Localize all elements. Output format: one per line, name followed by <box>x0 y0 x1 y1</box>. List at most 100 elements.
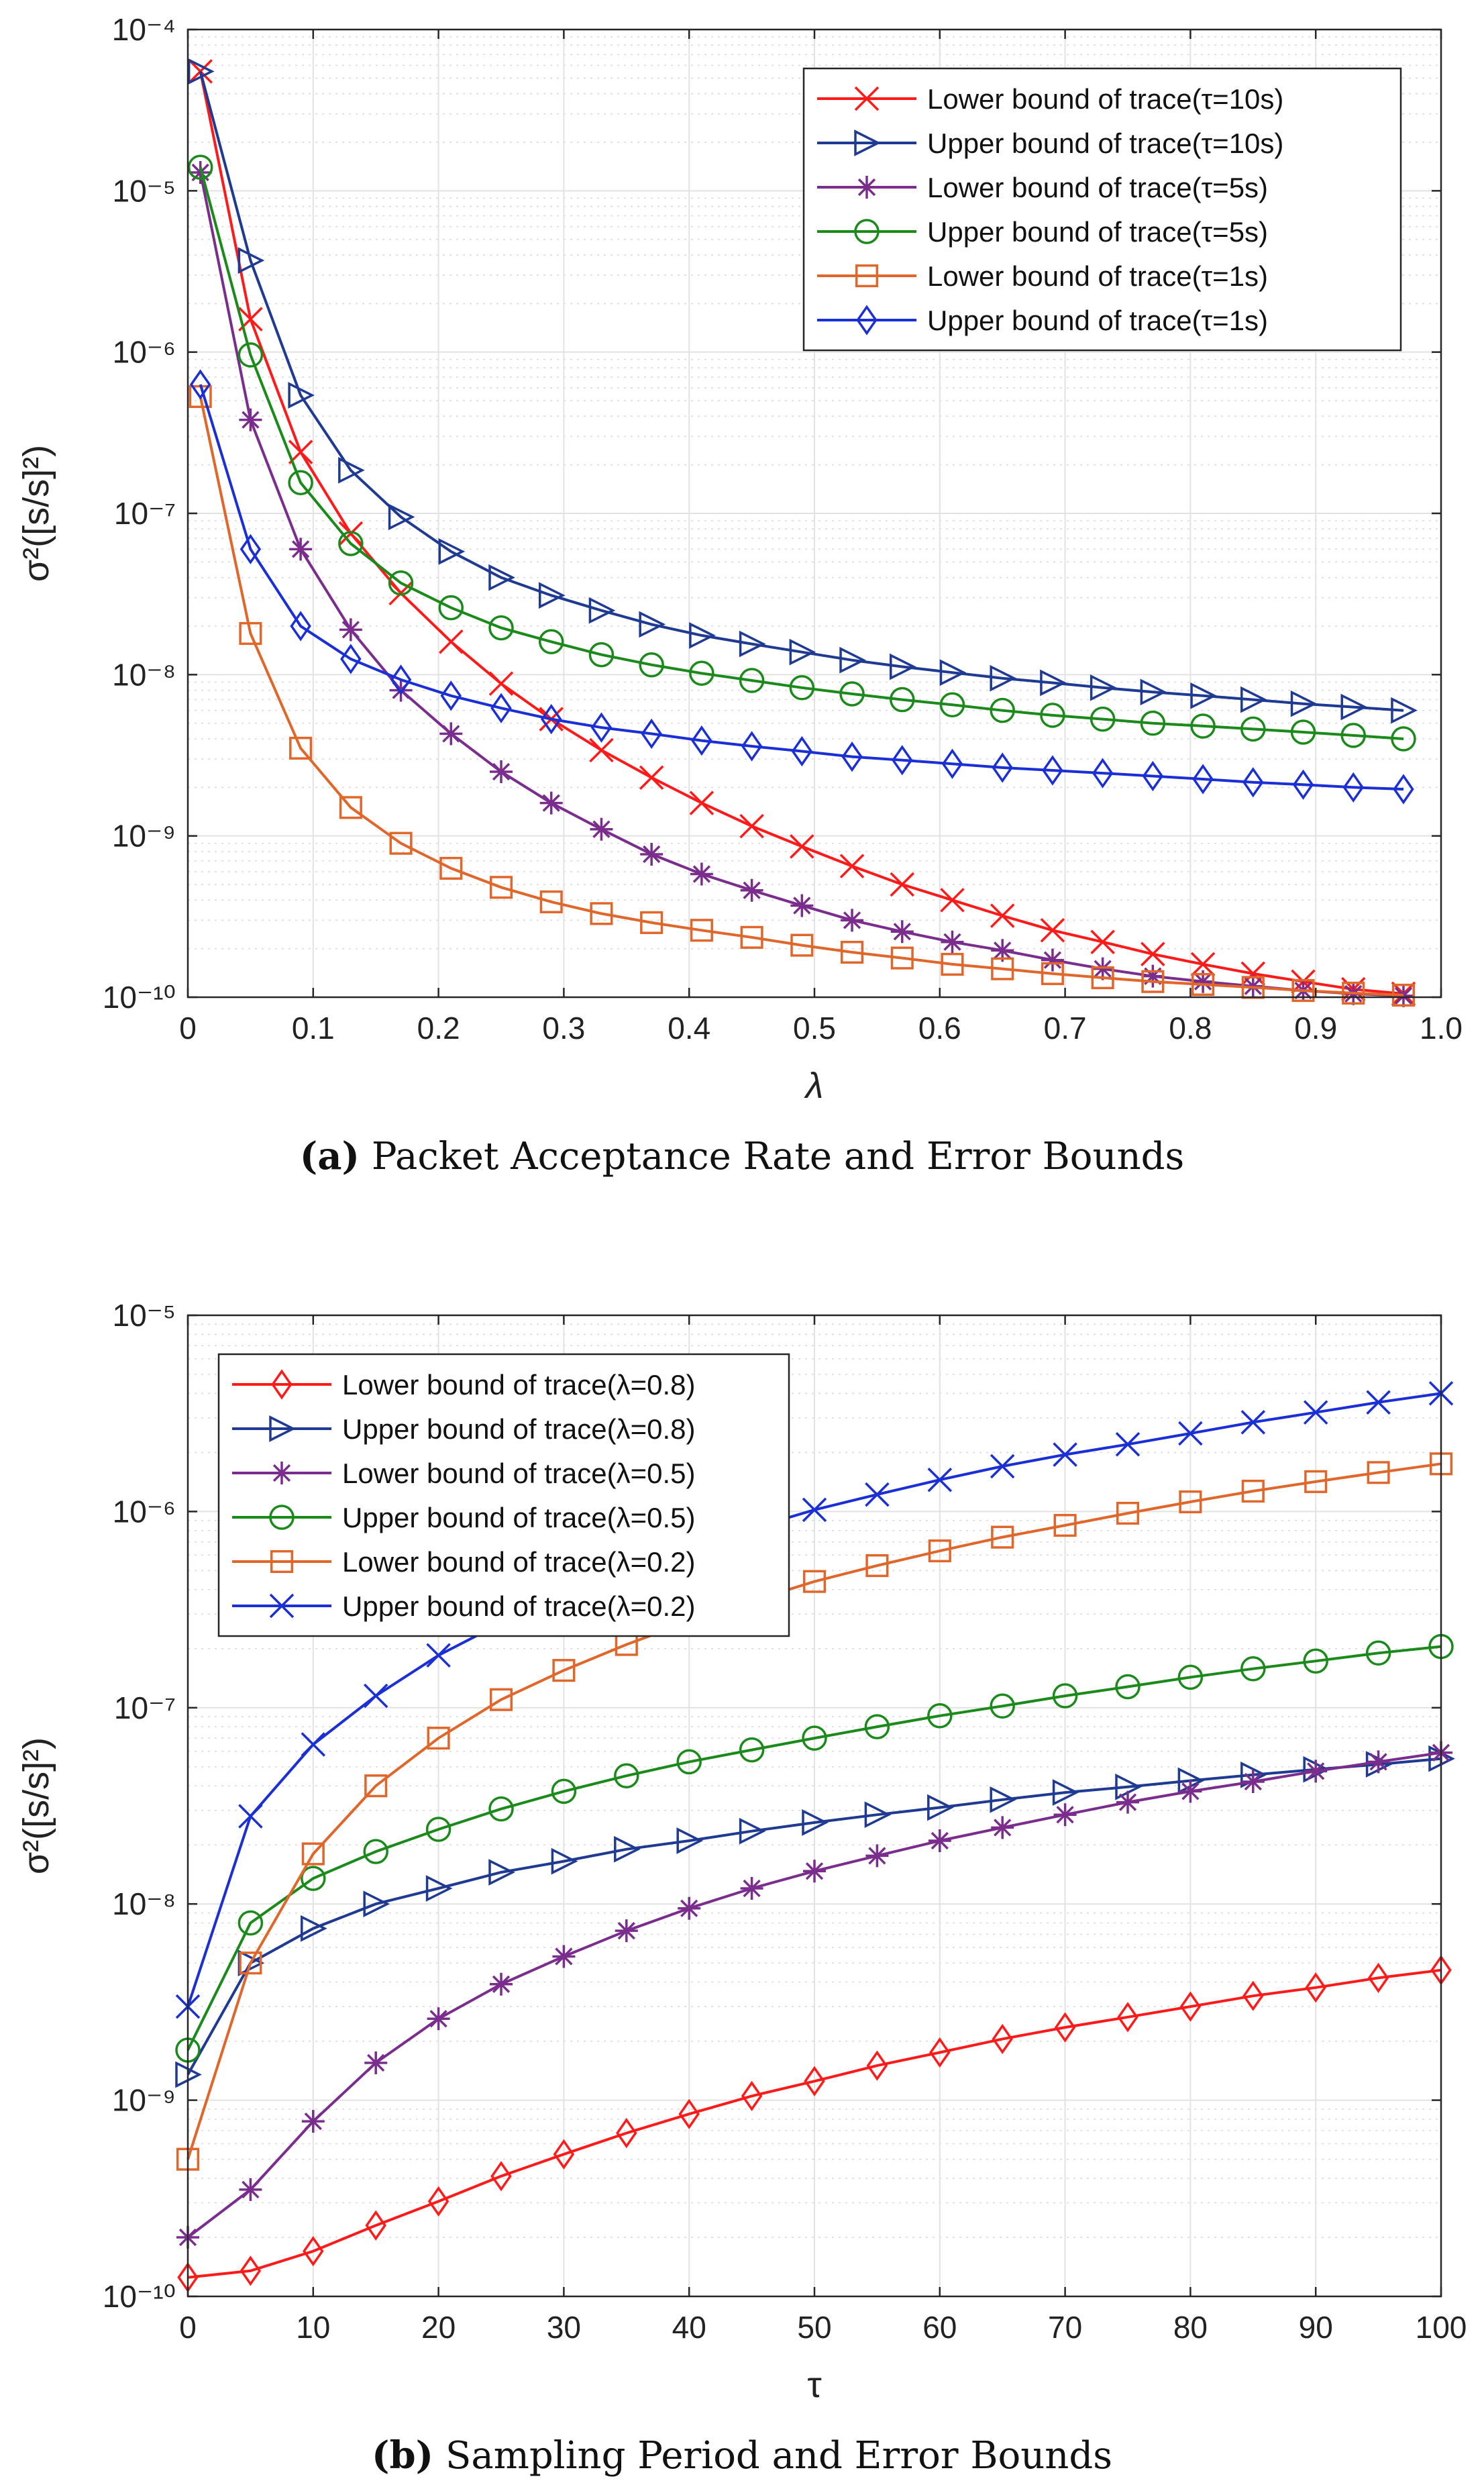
data-point-b-1-7 <box>614 1835 641 1863</box>
data-point-a-4-19 <box>1141 970 1165 993</box>
data-point-b-0-6 <box>553 2139 575 2170</box>
x-tick-label-a: 0.1 <box>292 1011 335 1046</box>
y-tick-label-b: 10⁻⁷ <box>114 1690 176 1725</box>
x-tick-label-b: 100 <box>1416 2310 1467 2345</box>
data-point-a-4-15 <box>941 952 964 976</box>
legend-label-b-2: Lower bound of trace(λ=0.5) <box>342 1458 695 1489</box>
data-point-a-0-9 <box>639 765 664 790</box>
x-tick-label-a: 0.2 <box>417 1011 460 1046</box>
y-tick-label-a: 10⁻⁷ <box>114 496 176 531</box>
data-point-a-4-13 <box>840 940 864 964</box>
data-point-a-1-9 <box>639 611 666 638</box>
data-point-b-4-11 <box>865 1554 889 1578</box>
data-point-a-1-11 <box>739 630 766 658</box>
data-point-b-5-11 <box>865 1482 890 1507</box>
legend-marker-b-3 <box>269 1505 295 1530</box>
data-point-b-1-14 <box>1052 1779 1079 1806</box>
data-point-a-3-12 <box>789 675 815 701</box>
data-point-b-3-19 <box>1365 1640 1391 1666</box>
x-tick-label-b: 90 <box>1299 2310 1333 2345</box>
data-point-a-3-6 <box>488 615 514 641</box>
data-point-a-2-17 <box>1041 948 1064 972</box>
data-point-a-4-10 <box>690 919 713 942</box>
x-axis-title-a: λ <box>804 1066 824 1106</box>
data-point-b-3-16 <box>1177 1664 1204 1690</box>
x-tick-label-a: 0 <box>179 1011 197 1046</box>
data-point-a-4-6 <box>489 876 513 899</box>
data-point-b-3-8 <box>676 1749 702 1775</box>
data-point-a-0-19 <box>1141 942 1165 967</box>
data-point-a-3-10 <box>689 660 714 687</box>
y-axis-title-a: σ²([s/s]²) <box>16 445 56 582</box>
data-point-a-5-15 <box>941 748 963 779</box>
data-point-a-5-19 <box>1142 760 1164 792</box>
data-point-b-2-1 <box>239 2178 262 2201</box>
data-point-a-4-18 <box>1091 966 1114 990</box>
x-tick-label-a: 0.4 <box>668 1011 710 1046</box>
data-point-b-3-12 <box>927 1703 953 1729</box>
x-tick-label-b: 60 <box>922 2310 957 2345</box>
data-point-b-3-1 <box>237 1910 264 1936</box>
data-point-a-5-24 <box>1393 774 1414 805</box>
series-line-a-5 <box>199 384 1404 791</box>
data-point-a-4-16 <box>991 957 1014 980</box>
series-a-1 <box>187 58 1418 724</box>
data-point-b-4-18 <box>1304 1470 1328 1493</box>
data-point-a-0-17 <box>1040 918 1065 943</box>
data-point-a-5-18 <box>1092 758 1114 789</box>
data-point-a-1-19 <box>1140 678 1167 706</box>
data-point-a-2-7 <box>539 791 563 815</box>
data-point-b-0-1 <box>240 2255 262 2286</box>
y-tick-label-a: 10⁻⁴ <box>112 12 176 47</box>
data-point-b-3-17 <box>1240 1656 1266 1682</box>
caption-a-label: (a) <box>299 1134 360 1178</box>
data-point-a-4-22 <box>1291 979 1315 1003</box>
data-point-a-1-17 <box>1040 669 1067 697</box>
data-point-b-4-2 <box>301 1842 325 1866</box>
data-point-b-3-18 <box>1303 1648 1328 1674</box>
data-point-a-2-5 <box>439 722 463 746</box>
series-line-b-4 <box>187 1462 1442 2160</box>
legend-label-a-2: Lower bound of trace(τ=5s) <box>927 172 1268 203</box>
data-point-a-3-9 <box>639 652 664 678</box>
data-point-b-4-10 <box>802 1570 827 1593</box>
data-point-b-3-6 <box>551 1778 577 1804</box>
legend-marker-a-3 <box>854 219 880 244</box>
legend-label-a-0: Lower bound of trace(τ=10s) <box>927 83 1283 115</box>
data-point-a-3-21 <box>1240 716 1266 742</box>
data-point-a-1-15 <box>939 659 967 687</box>
data-point-a-4-23 <box>1342 981 1365 1005</box>
data-point-a-1-5 <box>438 538 466 565</box>
data-point-a-3-22 <box>1290 719 1316 745</box>
y-axis-title-b: σ²([s/s]²) <box>16 1737 56 1874</box>
data-point-b-0-9 <box>741 2080 763 2112</box>
data-point-a-5-7 <box>540 703 562 735</box>
data-point-a-5-13 <box>841 741 863 772</box>
data-point-a-0-6 <box>488 671 514 696</box>
data-point-b-3-14 <box>1052 1683 1078 1709</box>
legend-marker-a-1 <box>854 130 881 156</box>
legend-label-b-1: Upper bound of trace(λ=0.8) <box>342 1413 695 1445</box>
series-b-3 <box>175 1633 1454 2063</box>
data-point-a-5-23 <box>1342 772 1364 803</box>
data-point-b-2-10 <box>803 1860 826 1883</box>
data-point-b-0-3 <box>365 2210 386 2241</box>
data-point-a-4-20 <box>1191 972 1215 997</box>
data-point-a-1-12 <box>789 638 816 666</box>
data-point-b-2-6 <box>552 1945 576 1968</box>
legend-marker-b-0 <box>271 1369 293 1400</box>
data-point-a-2-2 <box>289 538 313 561</box>
ticks-b: 0 10 20 30 40 50 60 70 80 90 100 10⁻¹⁰ 10⁻⁹ 10⁻⁸ 10⁻⁷ 1… <box>103 1298 1467 2345</box>
legend-marker-b-4 <box>270 1549 294 1574</box>
data-point-b-2-19 <box>1367 1750 1390 1774</box>
data-point-a-5-10 <box>691 725 712 756</box>
legend-label-a-4: Lower bound of trace(τ=1s) <box>927 260 1268 292</box>
data-point-b-2-2 <box>301 2110 325 2133</box>
legend-box-b <box>217 1353 790 1637</box>
data-point-a-3-5 <box>438 595 464 621</box>
data-point-a-0-0 <box>188 59 213 84</box>
data-point-a-1-14 <box>890 653 916 680</box>
data-point-a-5-14 <box>892 745 913 776</box>
data-point-a-0-21 <box>1240 961 1266 986</box>
x-axis-title-b: τ <box>807 2365 821 2405</box>
